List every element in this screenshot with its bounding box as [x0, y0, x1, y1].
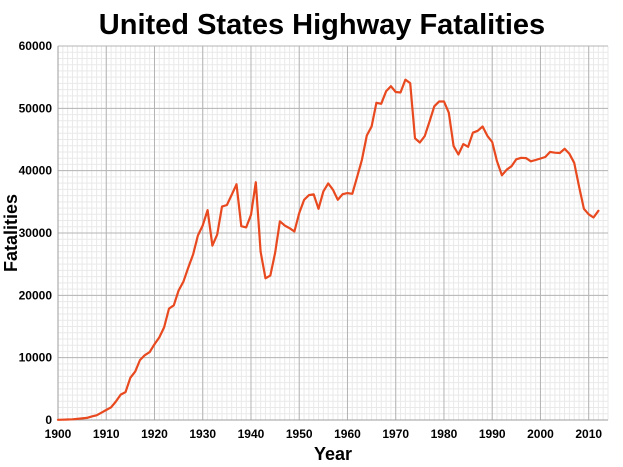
x-tick-label: 1980 [431, 427, 458, 441]
y-tick-label: 50000 [19, 101, 53, 115]
x-tick-label: 1940 [238, 427, 265, 441]
x-tick-label: 1900 [45, 427, 72, 441]
x-tick-label: 1910 [93, 427, 120, 441]
x-tick-label: 1960 [334, 427, 361, 441]
fatalities-line-series [56, 78, 600, 421]
chart-title: United States Highway Fatalities [99, 9, 545, 41]
y-tick-labels: 0 10000 20000 30000 40000 50000 60000 [19, 39, 53, 427]
x-tick-labels: 1900 1910 1920 1930 1940 1950 1960 1970 1980 1990… [45, 427, 603, 441]
y-tick-label: 0 [45, 413, 52, 427]
y-axis-title: Fatalities [1, 194, 21, 272]
axis-frame [57, 46, 608, 421]
x-axis-title: Year [314, 444, 352, 464]
x-tick-label: 1930 [189, 427, 216, 441]
y-tick-label: 20000 [19, 288, 53, 302]
x-tick-label: 1950 [286, 427, 313, 441]
x-tick-label: 1970 [382, 427, 409, 441]
x-tick-label: 1920 [141, 427, 168, 441]
y-tick-label: 60000 [19, 39, 53, 53]
x-tick-label: 2010 [575, 427, 602, 441]
y-tick-label: 10000 [19, 351, 53, 365]
y-tick-label: 30000 [19, 226, 53, 240]
y-tick-label: 40000 [19, 164, 53, 178]
x-tick-label: 2000 [527, 427, 554, 441]
major-gridlines [57, 45, 608, 421]
x-tick-label: 1990 [479, 427, 506, 441]
